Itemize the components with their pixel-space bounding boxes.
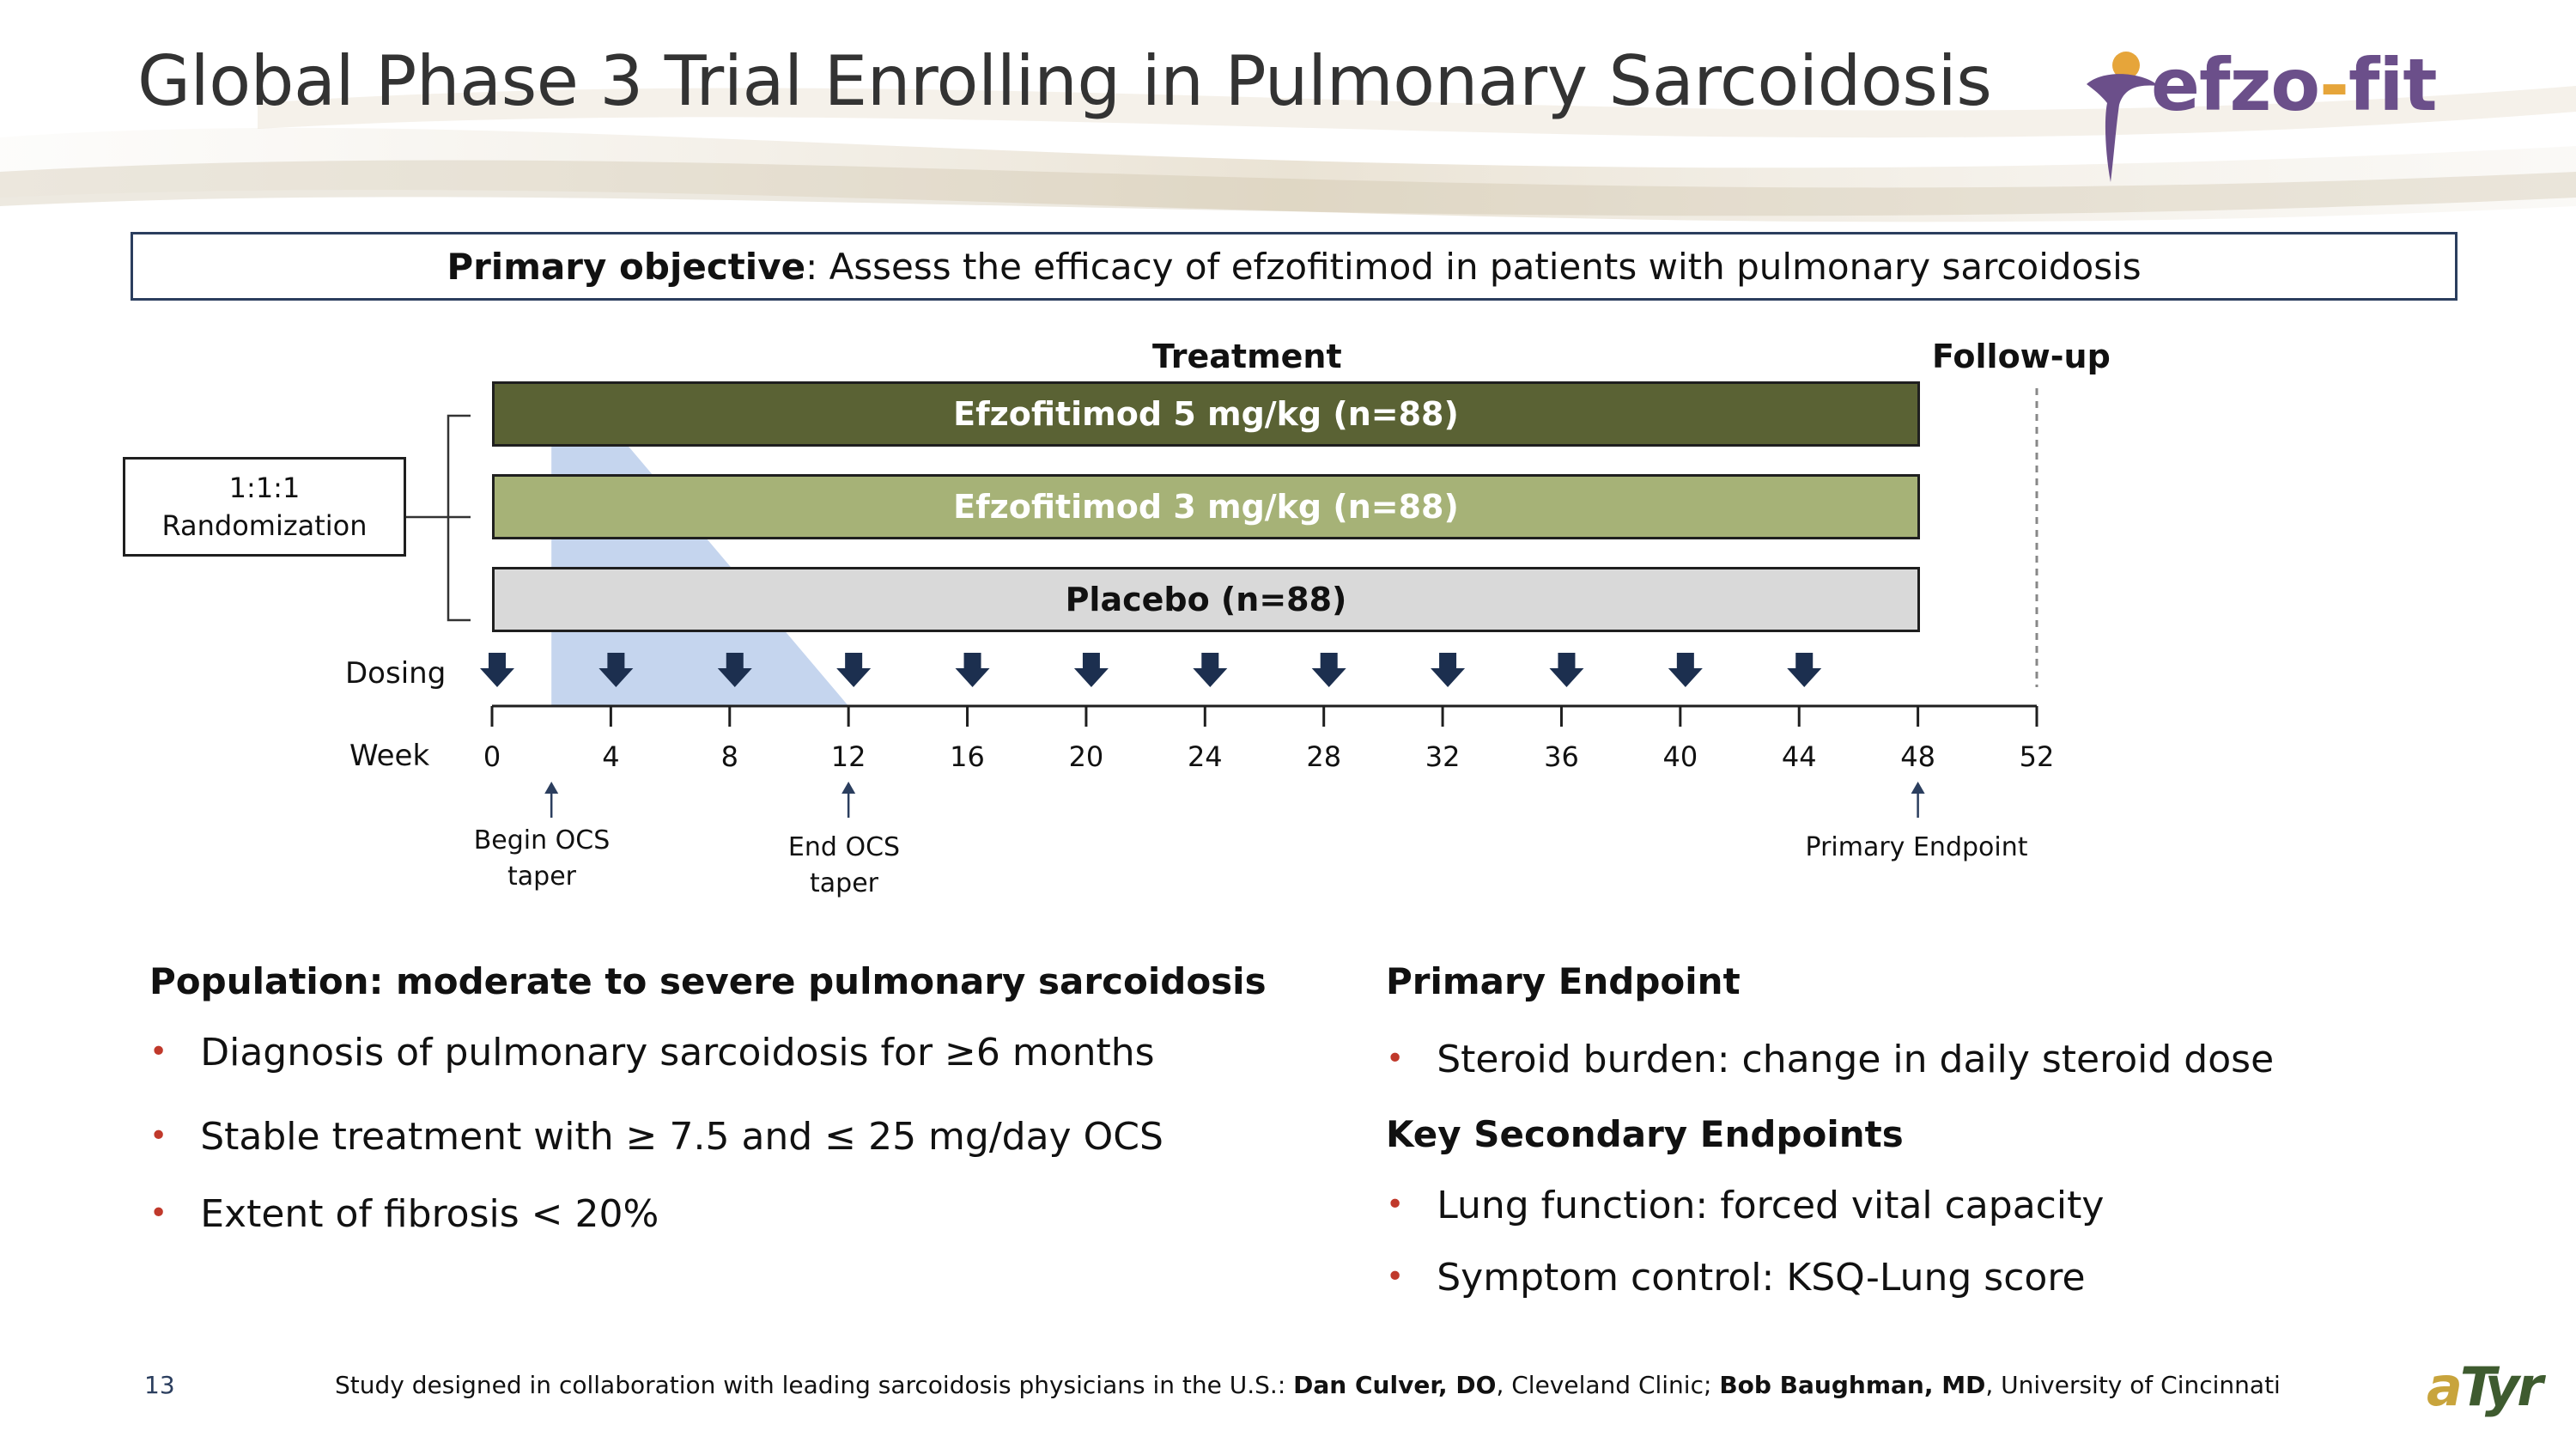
week-axis <box>490 704 2038 727</box>
begin-ocs-line1: Begin OCS <box>473 825 611 855</box>
treatment-label: Treatment <box>1152 338 1342 375</box>
dosing-arrow-icon <box>717 653 752 687</box>
atyr-logo: aTyr <box>2427 1355 2543 1418</box>
dosing-arrow-icon <box>1787 653 1822 687</box>
background-swoosh <box>0 86 2576 222</box>
week-tick-label: 8 <box>720 740 738 773</box>
end-ocs-line1: End OCS <box>787 832 901 862</box>
bullet-dot-icon: • <box>1386 1187 1405 1222</box>
week-tick-label: 4 <box>602 740 620 773</box>
dosing-arrows <box>480 653 1822 687</box>
dosing-arrow-icon <box>836 653 872 687</box>
week-tick-label: 52 <box>2019 740 2055 773</box>
note-arrows <box>544 782 1925 818</box>
note-arrow-up-icon <box>544 782 559 794</box>
bullet-dot-icon: • <box>1386 1259 1405 1294</box>
bullet-dot-icon: • <box>1386 1041 1405 1076</box>
page-title: Global Phase 3 Trial Enrolling in Pulmon… <box>137 41 1992 121</box>
arm-efzofitimod-5mg: Efzofitimod 5 mg/kg (n=88) <box>492 381 1920 447</box>
primary-endpoint-heading: Primary Endpoint <box>1386 960 1741 1002</box>
week-tick-label: 0 <box>483 740 501 773</box>
followup-label: Follow-up <box>1932 338 2111 375</box>
population-bullet: • Diagnosis of pulmonary sarcoidosis for … <box>149 1031 1155 1075</box>
dosing-arrow-icon <box>1549 653 1584 687</box>
week-tick-label: 40 <box>1662 740 1698 773</box>
dosing-arrow-icon <box>1311 653 1346 687</box>
week-tick-label: 44 <box>1781 740 1817 773</box>
efzofit-logo: efzo-fit <box>2151 43 2437 127</box>
population-bullet: • Extent of fibrosis < 20% <box>149 1192 659 1236</box>
dosing-arrow-icon <box>955 653 990 687</box>
dosing-arrow-icon <box>1431 653 1466 687</box>
page-number: 13 <box>144 1371 175 1399</box>
week-tick-label: 20 <box>1068 740 1104 773</box>
week-tick-label: 36 <box>1544 740 1579 773</box>
primary-endpoint-note: Primary Endpoint <box>1805 832 2028 862</box>
bullet-dot-icon: • <box>149 1034 168 1069</box>
arm-efzofitimod-3mg: Efzofitimod 3 mg/kg (n=88) <box>492 474 1920 539</box>
begin-ocs-taper-note: Begin OCS taper <box>474 823 611 895</box>
dosing-arrow-icon <box>1193 653 1228 687</box>
footnote: Study designed in collaboration with lea… <box>335 1371 2281 1399</box>
week-tick-label: 24 <box>1187 740 1223 773</box>
week-tick-label: 28 <box>1306 740 1342 773</box>
arm-placebo: Placebo (n=88) <box>492 567 1920 632</box>
end-ocs-taper-note: End OCS taper <box>788 830 900 902</box>
efzofit-figure-logo-icon <box>2087 52 2159 182</box>
week-label: Week <box>349 739 430 773</box>
dosing-label: Dosing <box>345 656 447 691</box>
bullet-dot-icon: • <box>149 1196 168 1231</box>
bullet-dot-icon: • <box>149 1118 168 1154</box>
secondary-endpoint-bullet: • Symptom control: KSQ-Lung score <box>1386 1256 2086 1300</box>
end-ocs-line2: taper <box>810 868 878 898</box>
secondary-endpoints-heading: Key Secondary Endpoints <box>1386 1113 1904 1155</box>
randomization-label: Randomization <box>161 509 368 542</box>
randomization-box: 1:1:1 Randomization <box>123 457 406 557</box>
dosing-arrow-icon <box>598 653 634 687</box>
note-arrow-up-icon <box>841 782 856 794</box>
dosing-arrow-icon <box>480 653 514 687</box>
primary-objective-box: Primary objective: Assess the efficacy o… <box>131 232 2458 301</box>
secondary-endpoint-bullet: • Lung function: forced vital capacity <box>1386 1184 2105 1227</box>
begin-ocs-line2: taper <box>507 861 576 892</box>
population-heading: Population: moderate to severe pulmonary… <box>149 960 1267 1002</box>
week-tick-label: 48 <box>1900 740 1935 773</box>
objective-text: : Assess the efficacy of efzofitimod in … <box>805 245 2142 288</box>
population-bullet: • Stable treatment with ≥ 7.5 and ≤ 25 mg… <box>149 1115 1163 1159</box>
week-tick-label: 16 <box>950 740 985 773</box>
randomization-bracket <box>406 414 471 622</box>
objective-label: Primary objective <box>447 245 806 288</box>
dosing-arrow-icon <box>1073 653 1109 687</box>
dosing-arrow-icon <box>1668 653 1703 687</box>
week-tick-label: 12 <box>830 740 866 773</box>
randomization-ratio: 1:1:1 <box>228 472 301 504</box>
week-tick-label: 32 <box>1425 740 1461 773</box>
note-arrow-up-icon <box>1911 782 1925 794</box>
primary-endpoint-bullet: • Steroid burden: change in daily steroid… <box>1386 1038 2275 1081</box>
